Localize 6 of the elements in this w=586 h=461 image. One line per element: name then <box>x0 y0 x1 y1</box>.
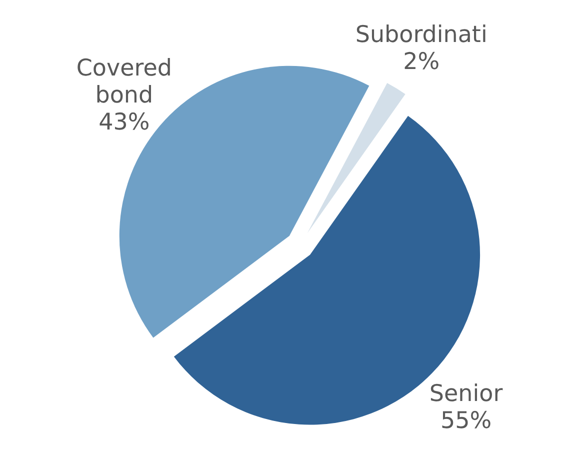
data-label: 55% <box>440 408 492 434</box>
slice-label: Covered bond <box>76 55 172 108</box>
data-label: 2% <box>403 49 440 76</box>
data-label: 43% <box>98 109 150 136</box>
slice-label: Subordinati <box>355 22 488 48</box>
slice-label: Senior <box>429 380 504 407</box>
